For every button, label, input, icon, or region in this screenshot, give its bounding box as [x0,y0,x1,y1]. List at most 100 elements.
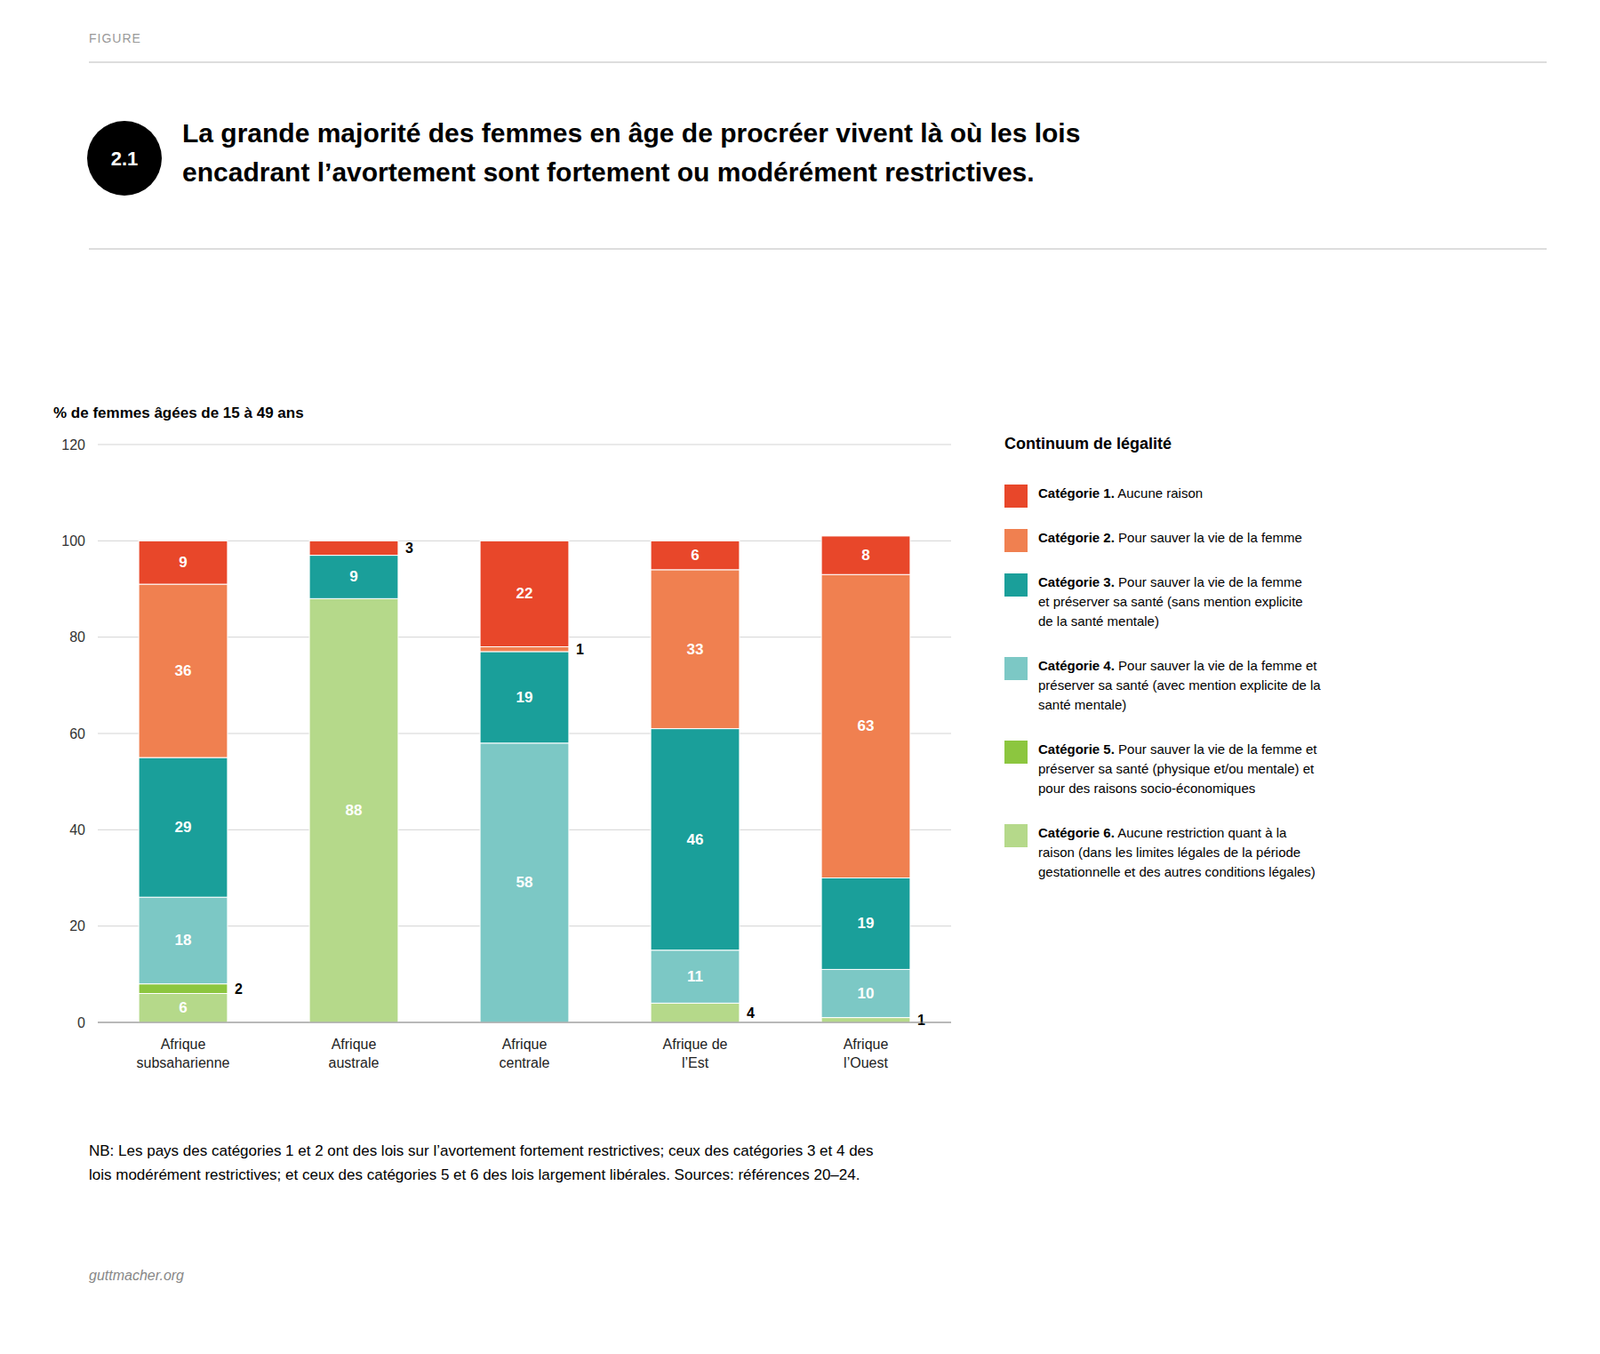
legend-entry-rest: Pour sauver la vie de la femme et [1114,741,1318,757]
y-tick-label: 120 [61,437,86,453]
x-tick-line: Afrique [160,1036,207,1052]
data-label: 6 [178,999,187,1016]
data-label: 63 [857,717,875,735]
legend-entry-bold: Catégorie 3. [1038,574,1115,590]
bar-segment [138,540,228,584]
data-label: 3 [405,540,414,556]
y-tick-label: 80 [69,629,86,645]
bar-segment [650,950,740,1004]
legend-entry: Catégorie 6. Aucune restriction quant à … [1038,824,1316,880]
x-tick-line: Afrique [843,1036,889,1052]
legend-entry-line: gestationnelle et des autres conditions … [1038,864,1316,880]
data-label: 6 [690,546,699,564]
x-axis-line [97,1022,952,1024]
data-label: 19 [857,914,875,932]
grid [97,444,952,1023]
legend-entry-bold: Catégorie 5. [1038,741,1115,757]
bar-segment [821,878,911,970]
x-tick-label: Afrique australe [328,1036,380,1071]
legend-entry-line: santé mentale) [1038,696,1127,712]
legend-entry-bold: Catégorie 4. [1038,657,1115,673]
title-line: La grande majorité des femmes en âge de … [182,118,1080,148]
legend-title: Continuum de légalité [1004,434,1172,453]
legend-entry: Catégorie 5. Pour sauver la vie de la fe… [1038,741,1318,796]
y-tick-label: 100 [61,533,86,549]
legend-entry-rest: Aucune restriction quant à la [1114,824,1288,840]
data-label: 29 [175,818,192,836]
legend-swatch [1004,528,1028,552]
data-label: 36 [175,662,192,680]
data-label: 88 [345,801,363,819]
header-rule [88,62,1547,64]
source-label: guttmacher.org [88,1267,184,1283]
bar-segment [650,728,740,951]
x-tick-line: centrale [499,1055,551,1071]
bar-segment [650,569,740,729]
data-label: 9 [349,568,358,585]
legend-swatch [1004,740,1028,764]
grid-line [97,1022,952,1024]
footnote: NB: Les pays des catégories 1 et 2 ont d… [88,1142,874,1160]
data-label: 2 [234,981,243,997]
legend-swatch [1004,656,1028,680]
data-label: 4 [746,1005,755,1021]
legend-entry: Catégorie 1. Aucune raison [1038,485,1203,501]
badge-text: 2.1 [111,147,139,170]
title-line: encadrant l’avortement sont fortement ou… [182,157,1035,187]
legend-entry-line: préserver sa santé (physique et/ou menta… [1038,760,1315,776]
bar-segment [309,555,399,600]
data-label: 22 [516,584,534,602]
legend-entry-rest: Pour sauver la vie de la femme et [1114,657,1318,673]
bars [138,536,911,1023]
data-label: 58 [516,873,534,891]
y-tick-label: 0 [77,1015,86,1031]
bar-segment [138,993,228,1024]
bar-segment [480,647,569,652]
legend-entry: Catégorie 2. Pour sauver la vie de la fe… [1038,529,1303,545]
page: {"chart_data": { "type": "bar", "stacked… [0,0,1600,1354]
x-tick-line: Afrique de [663,1036,728,1052]
legend-entry: Catégorie 4. Pour sauver la vie de la fe… [1038,657,1321,712]
badge [87,120,162,196]
x-tick-line: Afrique [331,1036,377,1052]
legend-entry-bold: Catégorie 1. [1038,485,1115,501]
data-label: 19 [516,688,534,706]
x-tick-label: Afrique subsaharienne [136,1036,231,1071]
data-label: 10 [857,984,875,1002]
bar-segment [650,1002,740,1023]
data-label: 8 [861,546,870,564]
bar-segment [138,896,228,984]
legend-entry-rest: Pour sauver la vie de la femme [1114,529,1303,545]
header-rule [88,248,1547,250]
x-tick-label: Afriquel’Ouest [843,1036,889,1071]
bar-segment [821,536,911,575]
legend-entry-line: et préserver sa santé (sans mention expl… [1038,593,1304,609]
data-label: 9 [178,553,187,571]
bar-segment [821,574,911,878]
bar-segment [480,651,569,744]
y-tick-label: 20 [69,918,86,934]
footnote: lois modérément restrictives; et ceux de… [88,1166,860,1184]
bar-segment [309,540,399,555]
legend-entry-rest: Pour sauver la vie de la femme [1114,574,1303,590]
bar-segment [821,1017,911,1023]
bar-segment [480,540,569,647]
legend-entry-line: de la santé mentale) [1038,613,1160,629]
legend-entry-line: préserver sa santé (avec mention explici… [1038,677,1321,693]
legend-entry-bold: Catégorie 6. [1038,824,1115,840]
x-tick-line: subsaharienne [136,1055,231,1071]
bar-segment [138,757,228,897]
data-label: 11 [687,968,704,985]
data-labels: 688412185811102991946193613363932268 [175,540,926,1028]
figure-label: FIGURE [88,31,142,46]
grid-line [97,444,952,446]
x-tick-line: australe [328,1055,380,1071]
x-tick-line: Afrique [502,1036,548,1052]
x-tick-label: Afrique de l’Est [663,1036,728,1071]
data-label: 1 [576,641,584,657]
data-label: 1 [917,1012,926,1028]
y-tick-label: 60 [69,726,86,742]
legend-swatch [1004,484,1028,508]
data-label: 33 [687,640,704,658]
x-tick-line: l’Est [681,1055,710,1071]
